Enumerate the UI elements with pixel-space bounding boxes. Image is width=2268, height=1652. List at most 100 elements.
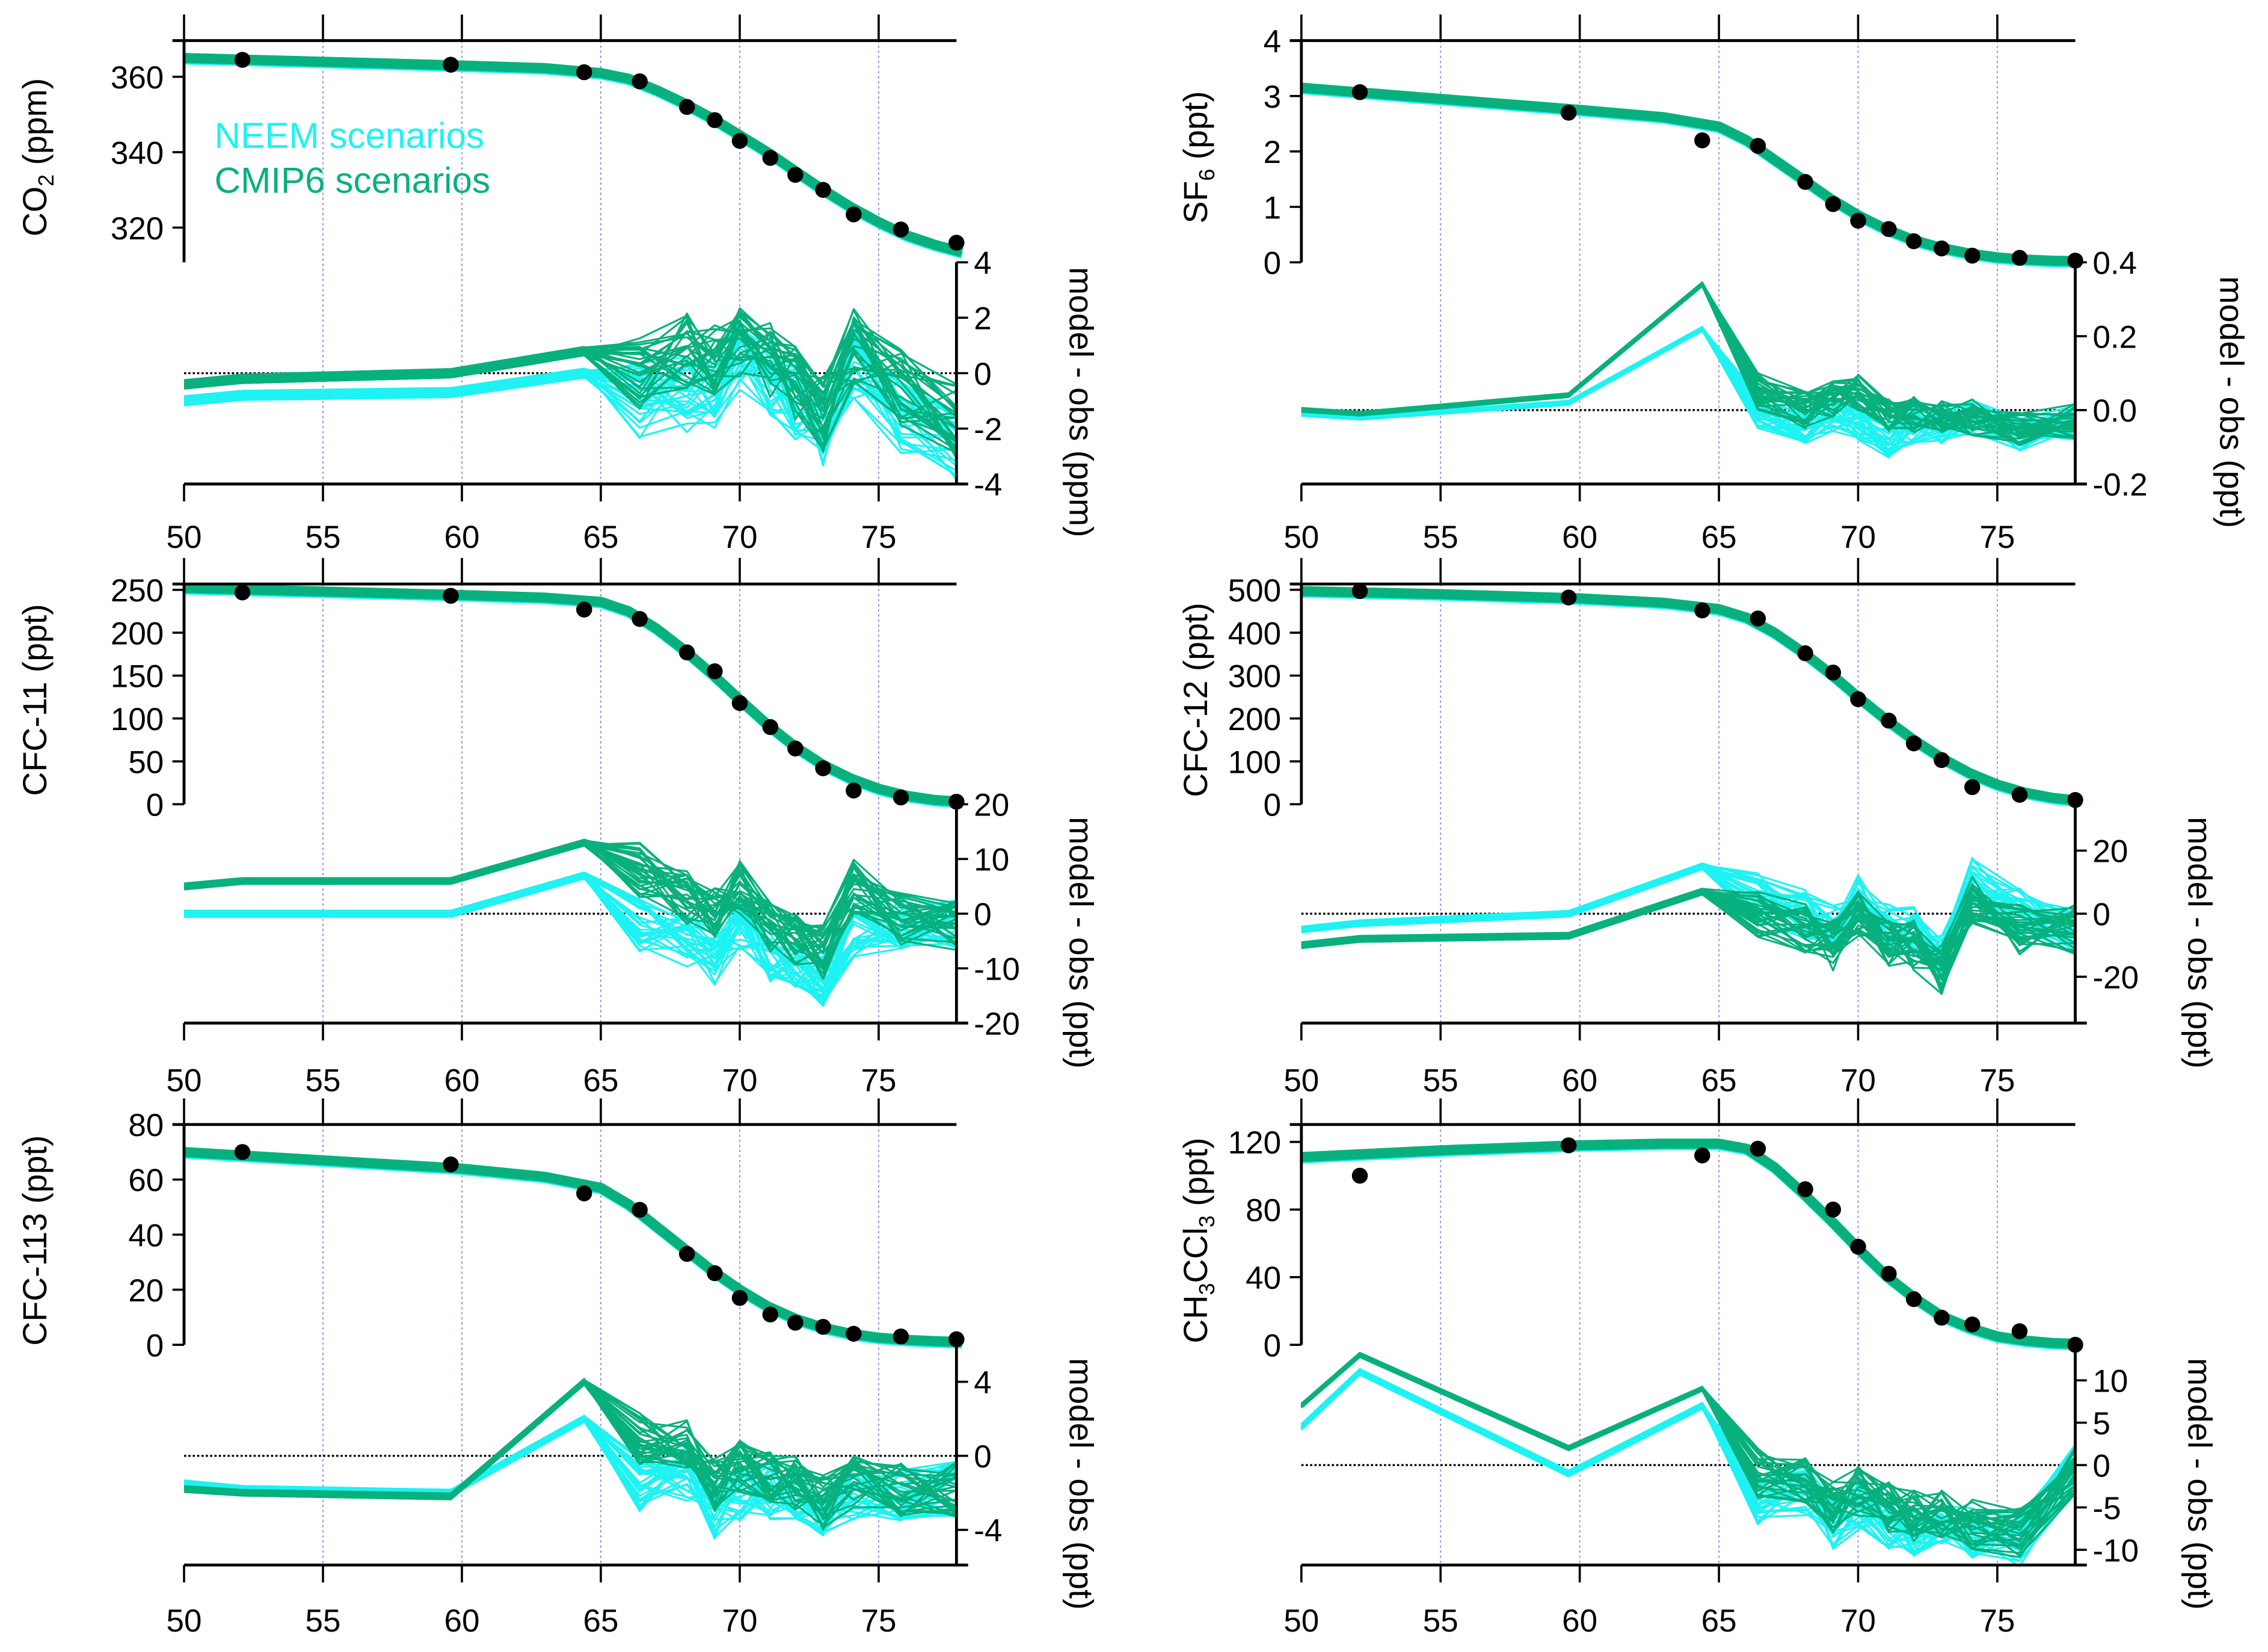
observation-point [1694,132,1710,149]
resid-tick-label: 4 [974,245,991,281]
resid-tick-label: 0 [974,357,991,392]
y-label-unit: (ppt) [16,604,54,681]
y-tick-label: 120 [1228,1125,1281,1161]
y-label-unit: (ppm) [16,78,54,174]
x-tick-label: 75 [861,520,896,555]
observation-point [234,584,251,601]
observation-point [443,57,459,73]
cmip6-residual-line [1301,892,2076,990]
y-tick-label: 80 [128,1108,164,1143]
cmip6-model-curve [1301,586,2082,806]
legend-neem: NEEM scenarios [215,115,484,156]
resid-tick-label: -20 [2092,960,2139,995]
observation-point [576,601,592,618]
resid-tick-label: 20 [2092,834,2128,870]
x-tick-label: 60 [1562,1603,1597,1639]
y-tick-label: 250 [111,573,164,609]
x-tick-label: 50 [1283,520,1319,555]
observation-point [1750,610,1766,627]
observation-point [1881,221,1897,238]
observation-point [1850,1238,1866,1255]
x-tick-label: 55 [306,1063,341,1098]
resid-tick-label: -0.2 [2092,467,2147,503]
cmip6-model-curve [183,1147,962,1347]
observation-point [1351,583,1368,600]
cmip6-residual-line [1300,1355,2076,1531]
cmip6-residual-line [1301,282,2076,426]
observation-point [846,782,862,799]
observation-point [1905,1291,1922,1307]
x-tick-label: 60 [1562,520,1597,555]
observation-point [1560,105,1577,121]
cmip6-residual-line [183,1378,957,1511]
observation-point [2067,791,2083,808]
resid-tick-label: -4 [974,1513,1002,1549]
x-tick-label: 60 [1562,1063,1597,1098]
y-tick-label: 80 [1246,1193,1281,1229]
observation-point [443,1156,459,1173]
cmip6-residual-line [1301,284,2076,446]
x-tick-label: 70 [722,520,758,555]
resid-tick-label: 0 [974,897,991,933]
observation-point [787,1315,804,1331]
resid-tick-label: -2 [974,412,1002,447]
y-label-main: CO [16,186,54,236]
x-tick-label: 65 [583,1063,619,1098]
y-tick-label: 4 [1264,24,1281,60]
neem-residual-line [1301,328,2076,456]
cmip6-residual-line [183,337,957,402]
x-tick-label: 75 [861,1603,896,1639]
neem-residual-line [1301,329,2076,459]
neem-model-curve [183,57,963,259]
x-tick-label: 60 [444,1063,480,1098]
cmip6-residual-line [183,1381,957,1502]
observation-point [678,644,695,661]
x-tick-label: 50 [167,520,202,555]
neem-residual-line [1300,1372,2076,1550]
y-tick-label: 40 [128,1218,164,1253]
resid-axis-label: model - obs (ppt) [1062,817,1099,1069]
observation-point [2011,1323,2028,1339]
observation-point [234,1144,251,1160]
observation-point [846,206,862,223]
resid-axis-label: model - obs (ppt) [2181,1358,2218,1610]
panel-cfc-12: 50 55 60 65 70 75 0 100 200 300 400 500 -20 0 20 CFC-12… [1177,557,2218,1098]
observation-point [2011,787,2028,803]
observation-point [1850,691,1866,707]
x-tick-label: 65 [1701,520,1737,555]
resid-tick-label: 4 [974,1365,991,1401]
observation-point [1825,665,1842,681]
observation-point [846,1325,862,1342]
observation-point [762,1306,779,1323]
y-label-unit: (ppt) [1177,1138,1214,1215]
x-tick-label: 50 [1283,1603,1319,1639]
resid-tick-label: -10 [2092,1533,2139,1568]
x-tick-label: 55 [1423,1603,1458,1639]
x-tick-label: 75 [1979,520,2015,555]
observation-point [632,1202,648,1218]
observation-point [1964,779,1981,796]
observation-point [787,167,804,183]
y-tick-label: 500 [1228,573,1281,609]
observation-point [1694,1147,1710,1164]
resid-tick-label: 0 [2092,897,2110,933]
y-tick-label: 200 [111,616,164,651]
resid-tick-label: -10 [974,952,1020,987]
neem-residual-line [1301,330,2076,452]
observation-point [1825,1202,1842,1218]
y-tick-label: 50 [128,745,164,780]
x-tick-label: 50 [167,1063,202,1098]
observation-point [443,588,459,604]
neem-residual-line [1301,327,2076,452]
x-tick-label: 60 [444,1603,480,1639]
panel-cfc-11: 50 55 60 65 70 75 0 50 100 150 200 250 -20 -10 0 10 20 CF… [16,557,1099,1098]
resid-tick-label: 0.4 [2092,245,2137,281]
observation-point [1825,196,1842,212]
cmip6-residual-line [1301,891,2076,988]
y-label-subscript: 3 [1194,1283,1219,1295]
y-tick-label: 40 [1246,1260,1281,1296]
observation-point [1934,240,1950,257]
observation-point [1351,84,1368,100]
y-axis-label: CO2 (ppm) [16,78,58,236]
